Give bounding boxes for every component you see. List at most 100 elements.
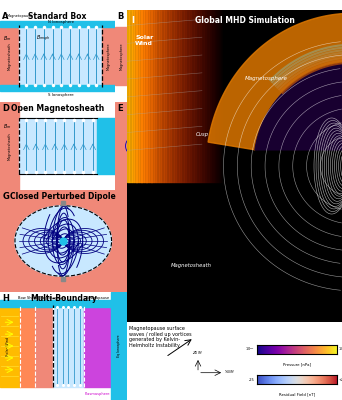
Text: +25: +25 — [339, 378, 342, 382]
Text: H: H — [2, 294, 10, 303]
Text: Cusp: Cusp — [195, 132, 209, 137]
Text: 10$^{-1}$: 10$^{-1}$ — [245, 346, 255, 353]
Text: E: E — [117, 104, 122, 113]
Text: S Ionosphere: S Ionosphere — [48, 93, 74, 97]
Bar — [181, 10, 184, 182]
Bar — [186, 10, 189, 182]
Text: Magnetosphere: Magnetosphere — [120, 42, 124, 70]
Bar — [132, 10, 134, 182]
Text: Eq Ionosphere: Eq Ionosphere — [117, 335, 121, 357]
Bar — [201, 10, 204, 182]
Text: B: B — [117, 12, 123, 21]
Text: Magnetosheath: Magnetosheath — [8, 132, 12, 160]
Text: $B_m$: $B_m$ — [3, 122, 12, 131]
Bar — [164, 10, 167, 182]
Bar — [115, 102, 161, 190]
Bar — [206, 10, 209, 182]
Text: G: G — [2, 192, 10, 201]
Bar — [53, 305, 83, 387]
Bar — [211, 10, 214, 182]
Text: Magnetopause surface
waves / rolled up vortices
generated by Kelvin-
Helmholtz I: Magnetopause surface waves / rolled up v… — [129, 326, 192, 348]
Bar — [0, 25, 19, 87]
Text: C: C — [230, 12, 236, 21]
Bar — [36, 305, 53, 387]
Bar — [154, 10, 157, 182]
Text: F: F — [230, 104, 235, 113]
Bar — [213, 10, 216, 182]
Bar — [199, 10, 201, 182]
Text: Magnetosphere: Magnetosphere — [245, 76, 288, 81]
Text: $Y_{GSM}$: $Y_{GSM}$ — [224, 369, 235, 376]
Bar — [194, 10, 196, 182]
Bar — [144, 10, 146, 182]
Bar — [111, 292, 127, 400]
Text: Magnetopause: Magnetopause — [6, 14, 32, 18]
Text: Null: Null — [152, 182, 159, 186]
Bar — [142, 10, 144, 182]
Text: Equatorial
Ionosphere: Equatorial Ionosphere — [310, 32, 332, 40]
Bar — [161, 10, 164, 182]
Bar — [179, 10, 181, 182]
Bar — [227, 102, 275, 190]
Text: Solar
Wind: Solar Wind — [135, 35, 154, 46]
Text: A: A — [2, 12, 9, 21]
Text: Plasmapause: Plasmapause — [86, 296, 109, 300]
Text: Curved Field Lines: Curved Field Lines — [248, 12, 321, 18]
Bar — [166, 10, 169, 182]
Bar — [20, 305, 36, 387]
Bar — [127, 10, 129, 182]
Bar — [196, 10, 199, 182]
Bar — [189, 10, 191, 182]
Text: Closed Perturbed Dipole: Closed Perturbed Dipole — [10, 192, 116, 201]
Bar — [221, 10, 224, 182]
Text: Solar Wind: Solar Wind — [5, 336, 10, 356]
Text: Pressure [nPa]: Pressure [nPa] — [282, 362, 311, 366]
Text: 10$^{1}$: 10$^{1}$ — [339, 346, 342, 353]
Text: Null: Null — [152, 104, 159, 108]
Text: D: D — [2, 104, 9, 113]
Bar — [19, 118, 97, 174]
Bar — [156, 10, 159, 182]
Text: $Z_{GSM}$: $Z_{GSM}$ — [192, 350, 204, 357]
Bar — [139, 10, 142, 182]
Bar — [152, 10, 154, 182]
Bar — [136, 10, 139, 182]
Bar — [224, 10, 226, 182]
Bar — [184, 10, 186, 182]
Bar — [0, 102, 19, 190]
Bar — [174, 10, 176, 182]
Polygon shape — [15, 206, 111, 276]
Ellipse shape — [129, 68, 213, 84]
Bar — [0, 21, 115, 26]
Bar — [83, 305, 111, 387]
Polygon shape — [234, 0, 342, 132]
Bar — [102, 25, 115, 87]
Text: Magnetosheath: Magnetosheath — [8, 42, 12, 70]
Text: Multi-Boundary: Multi-Boundary — [30, 294, 97, 303]
Bar — [213, 26, 227, 86]
Bar — [159, 10, 161, 182]
Text: Standard Box: Standard Box — [28, 12, 87, 21]
Bar — [0, 305, 20, 387]
Text: Magnetosheath: Magnetosheath — [171, 263, 212, 268]
Bar — [0, 86, 115, 91]
Bar — [169, 10, 171, 182]
Text: Null: Null — [265, 104, 273, 108]
Bar — [171, 10, 174, 182]
Text: Bow Shock: Bow Shock — [18, 296, 38, 300]
Bar — [134, 10, 136, 182]
Bar — [216, 10, 219, 182]
Text: Plasmasphere: Plasmasphere — [85, 392, 110, 396]
Text: Open Image Dipole: Open Image Dipole — [244, 104, 326, 113]
Bar — [115, 26, 129, 86]
Text: Magnetopause: Magnetopause — [40, 296, 67, 300]
Bar — [129, 10, 132, 182]
Polygon shape — [255, 63, 342, 150]
Text: $B_m$: $B_m$ — [3, 34, 12, 43]
Bar — [203, 10, 206, 182]
Text: Open Magnetosheath: Open Magnetosheath — [11, 104, 104, 113]
Bar — [19, 25, 102, 87]
Bar — [191, 10, 194, 182]
Text: Global MHD Simulation: Global MHD Simulation — [195, 16, 295, 25]
Bar — [161, 102, 227, 190]
